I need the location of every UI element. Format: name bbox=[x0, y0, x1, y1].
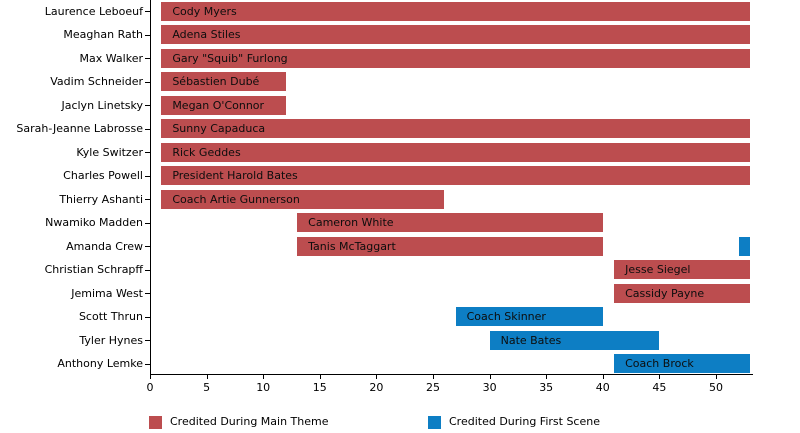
y-tick bbox=[145, 317, 150, 318]
y-tick bbox=[145, 270, 150, 271]
x-tick-label: 40 bbox=[595, 381, 610, 394]
character-label: President Harold Bates bbox=[172, 169, 298, 182]
y-tick bbox=[145, 129, 150, 130]
character-label: Coach Skinner bbox=[466, 310, 546, 323]
bar-segment-main-theme: Sébastien Dubé bbox=[161, 72, 286, 91]
character-label: Nate Bates bbox=[500, 333, 562, 347]
y-tick bbox=[145, 199, 150, 200]
legend-swatch-first-scene bbox=[428, 416, 441, 429]
x-tick-label: 35 bbox=[539, 381, 554, 394]
bar-segment-first-scene: Coach Skinner bbox=[455, 307, 603, 326]
x-tick bbox=[546, 375, 547, 379]
actor-label: Amanda Crew bbox=[66, 239, 143, 253]
x-tick bbox=[603, 375, 604, 379]
x-tick bbox=[716, 375, 717, 379]
x-axis-spine bbox=[150, 374, 753, 375]
bar-segment-main-theme: Cody Myers bbox=[161, 1, 750, 21]
character-label: Cody Myers bbox=[172, 4, 237, 18]
y-axis-spine bbox=[150, 0, 151, 375]
y-tick bbox=[145, 35, 150, 36]
y-tick bbox=[145, 152, 150, 153]
y-tick bbox=[145, 364, 150, 365]
x-tick-label: 50 bbox=[709, 381, 723, 394]
character-label: Adena Stiles bbox=[172, 28, 241, 41]
actor-label: Laurence Leboeuf bbox=[44, 4, 143, 18]
character-label: Gary "Squib" Furlong bbox=[172, 51, 288, 65]
bar-segment-main-theme: Gary "Squib" Furlong bbox=[161, 48, 750, 68]
legend-swatch-main-theme bbox=[149, 416, 162, 429]
character-label: Cameron White bbox=[308, 216, 394, 229]
character-label: Rick Geddes bbox=[172, 145, 241, 159]
actor-label: Thierry Ashanti bbox=[59, 192, 143, 206]
actor-label: Jaclyn Linetsky bbox=[61, 98, 143, 112]
legend: Credited During Main Theme Credited Duri… bbox=[0, 414, 800, 432]
legend-label-main-theme: Credited During Main Theme bbox=[170, 415, 329, 428]
actor-label: Scott Thrun bbox=[78, 310, 143, 323]
actor-label: Max Walker bbox=[79, 51, 143, 65]
bar-segment-main-theme: Cassidy Payne bbox=[614, 283, 750, 303]
bar-segment-main-theme: Rick Geddes bbox=[161, 142, 750, 162]
x-tick bbox=[150, 375, 151, 379]
character-label: Coach Artie Gunnerson bbox=[172, 192, 300, 206]
character-label: Coach Brock bbox=[625, 357, 694, 370]
x-tick bbox=[207, 375, 208, 379]
y-tick bbox=[145, 340, 150, 341]
x-tick-label: 20 bbox=[369, 381, 384, 394]
x-tick bbox=[490, 375, 491, 379]
actor-label: Charles Powell bbox=[63, 169, 143, 182]
character-label: Cassidy Payne bbox=[625, 286, 705, 300]
bar-segment-main-theme: President Harold Bates bbox=[161, 166, 750, 185]
x-tick bbox=[433, 375, 434, 379]
character-label: Sunny Capaduca bbox=[172, 122, 266, 135]
character-label: Tanis McTaggart bbox=[308, 239, 396, 253]
character-label: Sébastien Dubé bbox=[172, 75, 260, 88]
actor-label: Vadim Schneider bbox=[50, 75, 143, 88]
y-tick bbox=[145, 176, 150, 177]
actor-label: Christian Schrapff bbox=[44, 263, 143, 276]
bar-segment-first-scene bbox=[738, 236, 750, 256]
bar-segment-main-theme: Megan O'Connor bbox=[161, 95, 286, 115]
x-tick-label: 5 bbox=[203, 381, 211, 394]
bar-segment-main-theme: Tanis McTaggart bbox=[297, 236, 603, 256]
x-tick bbox=[376, 375, 377, 379]
actor-label: Anthony Lemke bbox=[57, 357, 143, 370]
actor-label: Tyler Hynes bbox=[79, 333, 143, 347]
x-tick-label: 30 bbox=[482, 381, 497, 394]
x-tick bbox=[659, 375, 660, 379]
x-tick-label: 0 bbox=[146, 381, 154, 394]
y-tick bbox=[145, 58, 150, 59]
actor-label: Nwamiko Madden bbox=[45, 216, 143, 229]
character-label: Megan O'Connor bbox=[172, 98, 265, 112]
x-tick-label: 45 bbox=[652, 381, 667, 394]
x-tick-label: 10 bbox=[256, 381, 271, 394]
legend-label-first-scene: Credited During First Scene bbox=[449, 415, 600, 428]
y-tick bbox=[145, 223, 150, 224]
bar-segment-main-theme: Jesse Siegel bbox=[614, 260, 750, 279]
y-tick bbox=[145, 82, 150, 83]
x-tick-label: 15 bbox=[312, 381, 327, 394]
bar-segment-first-scene: Coach Brock bbox=[614, 354, 750, 373]
x-tick bbox=[320, 375, 321, 379]
y-tick bbox=[145, 105, 150, 106]
y-tick bbox=[145, 11, 150, 12]
bar-segment-first-scene: Nate Bates bbox=[489, 330, 660, 350]
y-tick bbox=[145, 293, 150, 294]
actor-label: Jemima West bbox=[71, 286, 143, 300]
x-tick-label: 25 bbox=[426, 381, 440, 394]
y-tick bbox=[145, 246, 150, 247]
character-label: Jesse Siegel bbox=[625, 263, 691, 276]
bar-segment-main-theme: Cameron White bbox=[297, 213, 603, 232]
actor-label: Meaghan Rath bbox=[63, 28, 143, 41]
actor-label: Kyle Switzer bbox=[76, 145, 143, 159]
x-tick bbox=[263, 375, 264, 379]
bar-segment-main-theme: Adena Stiles bbox=[161, 25, 750, 44]
bar-segment-main-theme: Sunny Capaduca bbox=[161, 119, 750, 138]
actor-label: Sarah-Jeanne Labrosse bbox=[16, 122, 143, 135]
bar-segment-main-theme: Coach Artie Gunnerson bbox=[161, 189, 445, 209]
